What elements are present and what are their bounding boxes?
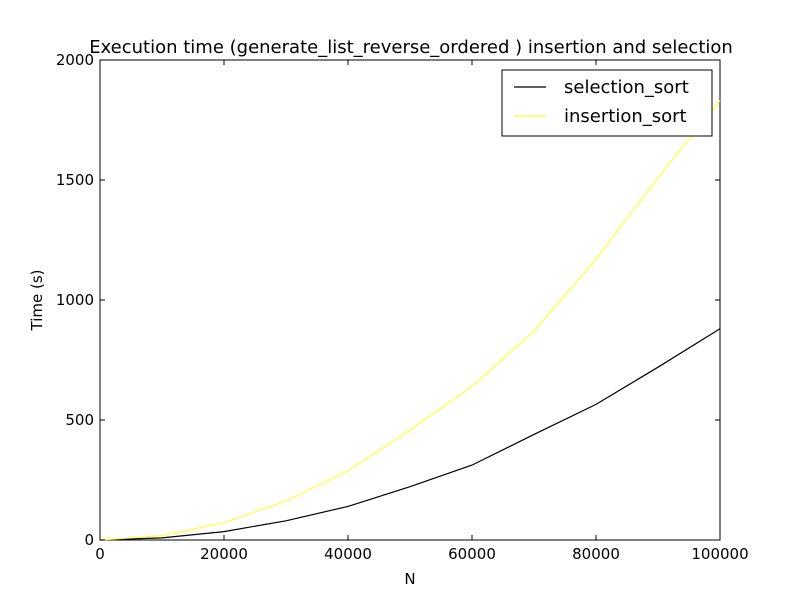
x-axis-title: N <box>404 570 415 588</box>
x-axis-ticks: 0 20000 40000 60000 80000 100000 <box>95 60 749 563</box>
y-axis-title: Time (s) <box>28 270 46 332</box>
y-tick-label: 500 <box>65 411 94 429</box>
chart-title: Execution time (generate_list_reverse_or… <box>89 37 733 58</box>
legend: selection_sort insertion_sort <box>501 69 713 137</box>
legend-frame <box>501 69 713 137</box>
x-tick-label: 0 <box>95 545 105 563</box>
x-tick-label: 80000 <box>572 545 620 563</box>
x-tick-label: 20000 <box>200 545 248 563</box>
x-tick-label: 60000 <box>448 545 496 563</box>
plot-area: 0 20000 40000 60000 80000 100000 0 500 1000 1500… <box>56 51 749 563</box>
legend-label-selection-sort: selection_sort <box>564 77 689 98</box>
x-tick-label: 100000 <box>691 545 748 563</box>
legend-label-insertion-sort: insertion_sort <box>564 106 687 127</box>
y-tick-label: 1500 <box>56 171 94 189</box>
x-tick-label: 40000 <box>324 545 372 563</box>
series-line-insertion-sort <box>99 100 721 541</box>
y-tick-label: 2000 <box>56 51 94 69</box>
y-tick-label: 1000 <box>56 291 94 309</box>
y-tick-label: 0 <box>84 531 94 549</box>
series-line-selection-sort <box>99 328 721 541</box>
y-axis-ticks: 0 500 1000 1500 2000 <box>56 51 720 549</box>
series-lines <box>99 100 721 541</box>
plot-frame <box>99 59 721 541</box>
